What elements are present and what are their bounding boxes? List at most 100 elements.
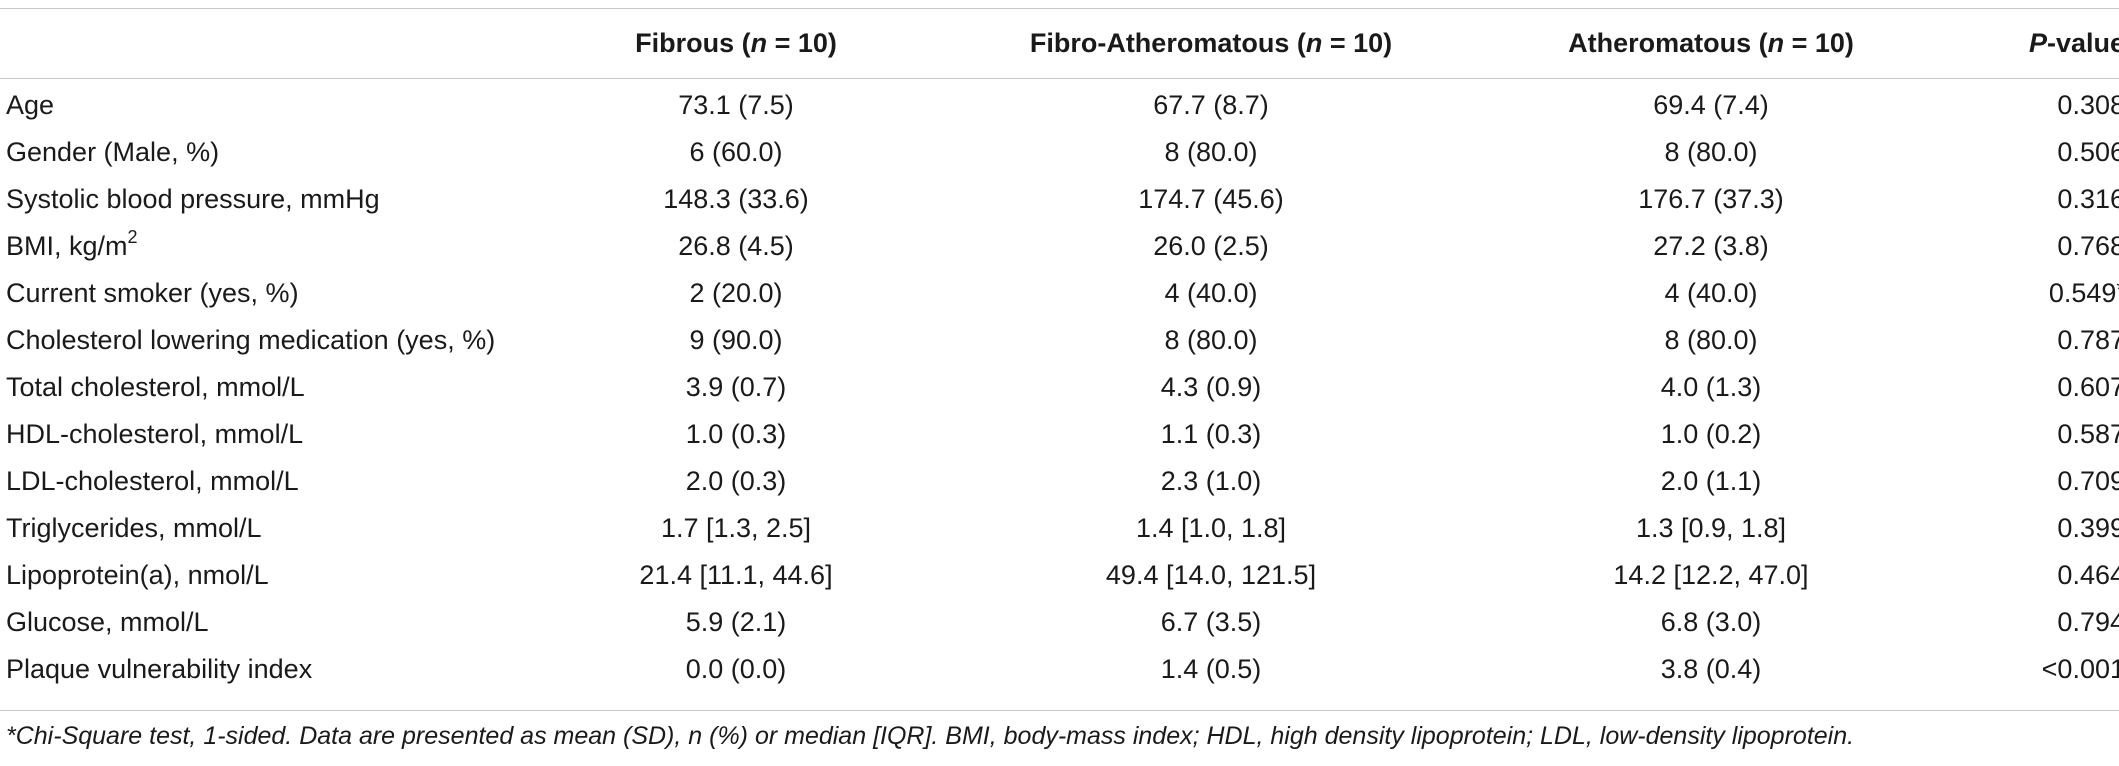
variable-label: Lipoprotein(a), nmol/L [6,560,269,590]
cell-variable: Glucose, mmol/L [0,599,546,646]
variable-label: Total cholesterol, mmol/L [6,372,305,402]
cell-atheromatous: 8 (80.0) [1664,325,1758,355]
cell-variable: Gender (Male, %) [0,129,546,176]
cell-variable: LDL-cholesterol, mmol/L [0,458,546,505]
cell-fibrous: 1.7 [1.3, 2.5] [660,513,812,543]
cell-variable: Systolic blood pressure, mmHg [0,176,546,223]
table-row: Cholesterol lowering medication (yes, %)… [0,317,2119,364]
table-row: Plaque vulnerability index 0.0 (0.0) 1.4 (… [0,646,2119,693]
cell-fibro-atheromatous: 49.4 [14.0, 121.5] [1105,560,1317,590]
cell-fibrous: 9 (90.0) [689,325,783,355]
table-row: Total cholesterol, mmol/L 3.9 (0.7) 4.3 (0… [0,364,2119,411]
cell-fibro-atheromatous: 1.4 (0.5) [1160,654,1262,684]
cell-fibrous: 0.0 (0.0) [685,654,787,684]
header-variable [0,9,546,78]
top-rule [0,8,2119,9]
p-value-text: 0.787 [2057,325,2119,355]
variable-label: Current smoker (yes, %) [6,278,299,308]
cell-atheromatous: 1.0 (0.2) [1660,419,1762,449]
cell-fibro-atheromatous: 2.3 (1.0) [1160,466,1262,496]
variable-label: Cholesterol lowering medication (yes, %) [6,325,496,355]
cell-p-value: 0.399 [1926,505,2119,552]
cell-atheromatous: 27.2 (3.8) [1653,231,1769,261]
variable-label: BMI, kg/m [6,231,128,261]
cell-p-value: 0.768 [1926,223,2119,270]
cell-variable: Triglycerides, mmol/L [0,505,546,552]
table-row: Current smoker (yes, %) 2 (20.0) 4 (40.0) 4… [0,270,2119,317]
p-value-text: 0.794 [2057,607,2119,637]
header-fibro-atheromatous-count: = 10) [1322,28,1393,58]
cell-atheromatous: 3.8 (0.4) [1660,654,1762,684]
variable-label: HDL-cholesterol, mmol/L [6,419,304,449]
p-value-text: 0.607 [2057,372,2119,402]
header-fibrous-count: = 10) [767,28,837,58]
cell-variable: Age [0,78,546,129]
cell-atheromatous: 8 (80.0) [1664,137,1758,167]
cell-p-value: 0.549* [1926,270,2119,317]
header-atheromatous-count: = 10) [1784,28,1854,58]
cell-atheromatous: 176.7 (37.3) [1638,184,1784,214]
cell-atheromatous: 69.4 (7.4) [1653,90,1769,120]
p-value-text: 0.587 [2057,419,2119,449]
cell-fibro-atheromatous: 4.3 (0.9) [1160,372,1262,402]
cell-fibrous: 26.8 (4.5) [678,231,794,261]
cell-variable: Total cholesterol, mmol/L [0,364,546,411]
table-body: Age 73.1 (7.5) 67.7 (8.7) 69.4 (7.4) 0.308 Ge… [0,78,2119,693]
p-value-text: <0.001 [2041,654,2119,684]
cell-fibrous: 73.1 (7.5) [678,90,794,120]
table-row: Age 73.1 (7.5) 67.7 (8.7) 69.4 (7.4) 0.308 [0,78,2119,129]
header-fibrous: Fibrous (n = 10) [546,9,926,78]
variable-superscript: 2 [127,227,138,247]
cell-p-value: 0.316 [1926,176,2119,223]
header-fibrous-label: Fibrous ( [635,28,751,58]
cell-p-value: 0.506 [1926,129,2119,176]
cell-fibro-atheromatous: 1.4 [1.0, 1.8] [1135,513,1287,543]
cell-p-value: 0.308 [1926,78,2119,129]
header-row: Fibrous (n = 10) Fibro-Atheromatous ( n =… [0,9,2119,78]
table-row: Systolic blood pressure, mmHg 148.3 (33.6… [0,176,2119,223]
cell-variable: BMI, kg/m2 [0,223,546,270]
p-value-text: 0.308 [2057,90,2119,120]
header-p-suffix: -value [2046,28,2119,58]
table-row: LDL-cholesterol, mmol/L 2.0 (0.3) 2.3 (1.0… [0,458,2119,505]
cell-fibrous: 6 (60.0) [689,137,783,167]
cell-p-value: 0.709 [1926,458,2119,505]
cell-fibro-atheromatous: 67.7 (8.7) [1153,90,1269,120]
cell-p-value: 0.464 [1926,552,2119,599]
cell-fibro-atheromatous: 26.0 (2.5) [1153,231,1269,261]
cell-fibro-atheromatous: 8 (80.0) [1164,325,1258,355]
variable-label: Systolic blood pressure, mmHg [6,184,380,214]
cell-fibrous: 148.3 (33.6) [663,184,809,214]
variable-label: Glucose, mmol/L [6,607,209,637]
p-value-text: 0.709 [2057,466,2119,496]
variable-label: Plaque vulnerability index [6,654,313,684]
table-row: Gender (Male, %) 6 (60.0) 8 (80.0) 8 (80.0)… [0,129,2119,176]
bottom-rule [0,710,2119,711]
header-p-symbol: P [2028,28,2047,58]
cell-fibro-atheromatous: 6.7 (3.5) [1160,607,1262,637]
cell-fibro-atheromatous: 4 (40.0) [1164,278,1258,308]
variable-label: Gender (Male, %) [6,137,220,167]
variable-label: LDL-cholesterol, mmol/L [6,466,299,496]
cell-variable: Plaque vulnerability index [0,646,546,693]
header-fibro-atheromatous-label: Fibro-Atheromatous ( [1029,28,1306,58]
cell-fibrous: 2 (20.0) [689,278,783,308]
cell-atheromatous: 4.0 (1.3) [1660,372,1762,402]
table-row: HDL-cholesterol, mmol/L 1.0 (0.3) 1.1 (0.3… [0,411,2119,458]
table-footnote: *Chi-Square test, 1-sided. Data are pres… [6,722,1855,750]
cell-p-value: <0.001 [1926,646,2119,693]
cell-p-value: 0.587 [1926,411,2119,458]
header-fibrous-n: n [750,28,768,58]
table-row: Glucose, mmol/L 5.9 (2.1) 6.7 (3.5) 6.8 (3.… [0,599,2119,646]
variable-label: Age [6,90,55,120]
p-value-text: 0.506 [2057,137,2119,167]
table-row: BMI, kg/m2 26.8 (4.5) 26.0 (2.5) 27.2 (3.8)… [0,223,2119,270]
p-value-text: 0.768 [2057,231,2119,261]
patient-characteristics-table: Fibrous (n = 10) Fibro-Atheromatous ( n =… [0,9,2119,693]
cell-variable: Current smoker (yes, %) [0,270,546,317]
header-atheromatous-label: Atheromatous ( [1568,28,1768,58]
cell-fibrous: 21.4 [11.1, 44.6] [639,560,833,590]
cell-fibro-atheromatous: 1.1 (0.3) [1160,419,1262,449]
cell-atheromatous: 6.8 (3.0) [1660,607,1762,637]
